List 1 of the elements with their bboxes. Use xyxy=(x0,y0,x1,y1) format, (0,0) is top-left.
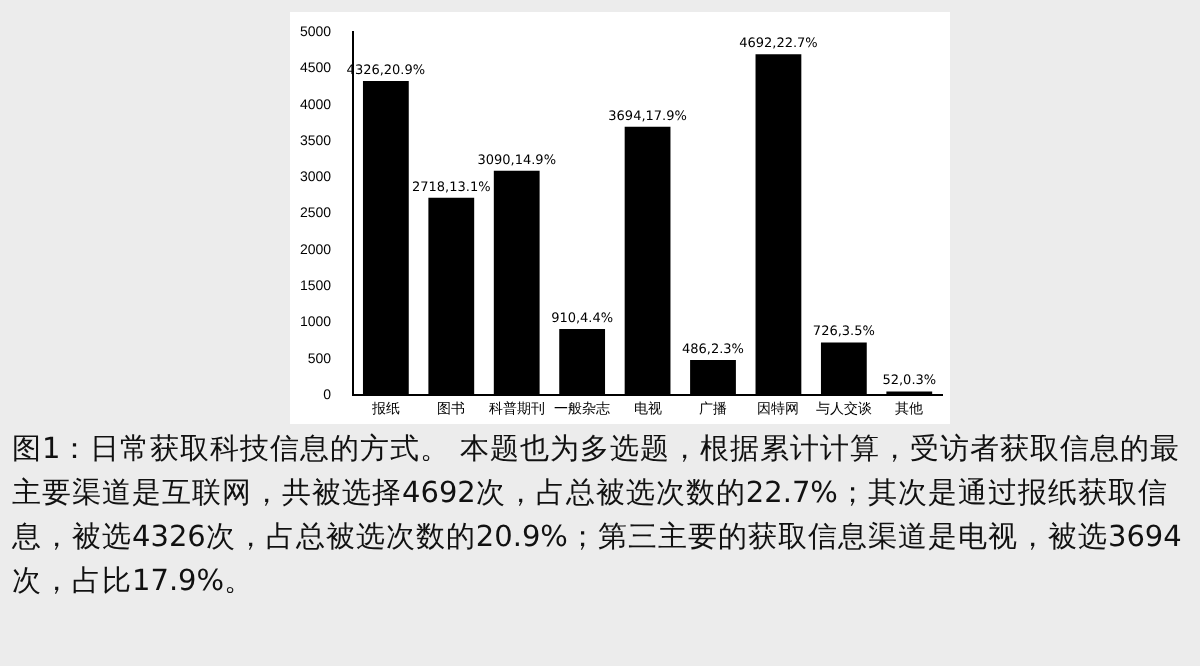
caption: 图1：日常获取科技信息的方式。 本题也为多选题，根据累计计算，受访者获取信息的最主要渠道是互联网，共被选择4692次，占总被选次数的22.7%；其次是通过报纸获取信息，被选4326次，占总被选次数的20.9%；第三主要的获取信息渠道是电视，被选3694次，占比17.9%。 xyxy=(12,431,1184,602)
